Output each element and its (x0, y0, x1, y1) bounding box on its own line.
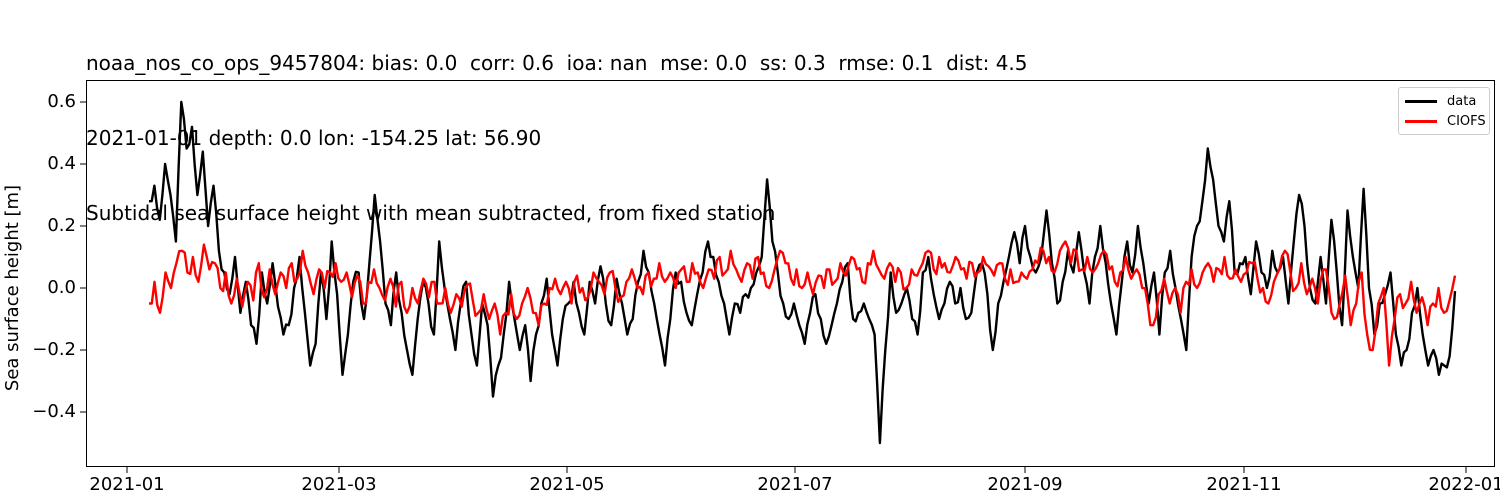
y-tick-label: 0.2 (47, 215, 76, 236)
title-line-description: Subtidal sea surface height with mean su… (86, 201, 776, 225)
legend-swatch-data (1405, 99, 1437, 103)
legend-label-ciofs: CIOFS (1447, 113, 1486, 129)
x-tick-label: 2021-03 (301, 474, 377, 495)
series-line-ciofs (149, 240, 1457, 367)
legend-item-ciofs: CIOFS (1405, 112, 1486, 130)
y-tick-label: −0.4 (32, 401, 76, 422)
series-line-data (149, 100, 1457, 445)
series-layer (149, 100, 1457, 445)
y-tick-label: 0.6 (47, 91, 76, 112)
y-tick-label: 0.4 (47, 153, 76, 174)
legend-swatch-ciofs (1405, 119, 1437, 123)
y-tick-label: −0.2 (32, 339, 76, 360)
legend-item-data: data (1405, 92, 1476, 110)
chart-title: noaa_nos_co_ops_9457804: bias: 0.0 corr:… (86, 1, 1028, 251)
tick-layer (80, 101, 1467, 473)
axes-frame (86, 80, 1495, 467)
title-line-location: 2021-01-01 depth: 0.0 lon: -154.25 lat: … (86, 126, 542, 150)
x-tick-label: 2021-05 (529, 474, 605, 495)
title-line-stats: noaa_nos_co_ops_9457804: bias: 0.0 corr:… (86, 51, 1028, 75)
legend: data CIOFS (1398, 87, 1490, 135)
y-tick-label: 0.0 (47, 277, 76, 298)
x-tick-label: 2021-11 (1206, 474, 1282, 495)
x-tick-label: 2022-01 (1428, 474, 1500, 495)
legend-label-data: data (1447, 93, 1477, 109)
x-tick-label: 2021-07 (757, 474, 833, 495)
x-tick-label: 2021-09 (987, 474, 1063, 495)
x-tick-label: 2021-01 (89, 474, 165, 495)
